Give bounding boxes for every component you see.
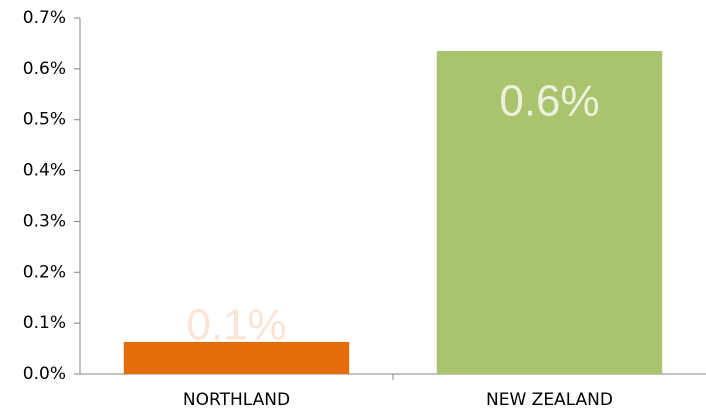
x-tick-label: NEW ZEALAND [486, 390, 613, 410]
x-tick-label: NORTHLAND [183, 390, 290, 410]
bar [123, 341, 350, 374]
bar [436, 51, 663, 375]
y-tick-label: 0.4% [23, 161, 66, 181]
y-tick-label: 0.5% [23, 110, 66, 130]
y-tick-label: 0.6% [23, 59, 66, 79]
value-label: 0.1% [186, 301, 286, 350]
y-tick-label: 0.1% [23, 313, 66, 333]
y-tick-label: 0.7% [23, 8, 66, 28]
y-tick-label: 0.3% [23, 211, 66, 231]
y-tick-label: 0.2% [23, 262, 66, 282]
value-label: 0.6% [499, 77, 599, 126]
y-tick-label: 0.0% [23, 364, 66, 384]
